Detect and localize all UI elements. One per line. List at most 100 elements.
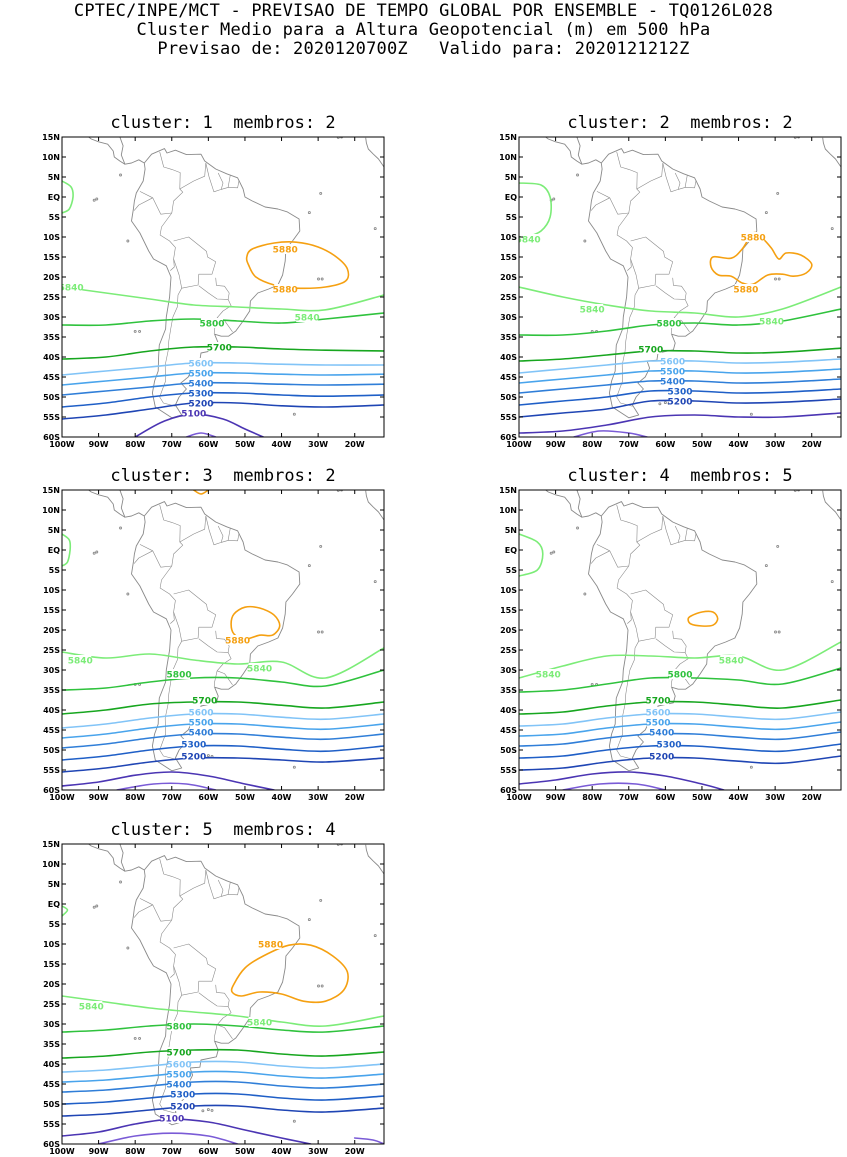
contour-5880-loop [245,241,350,290]
country-border [198,984,230,1007]
country-border [673,299,689,318]
contour-line [62,1118,312,1144]
country-border [678,527,688,543]
contour-label: 5400 [189,379,214,389]
country-border [205,869,224,900]
lat-tick-label: 15S [500,253,517,262]
contour-label-bg [296,312,319,322]
panel-3-title: cluster: 3 membros: 2 [110,466,336,486]
contour-line [519,711,841,727]
contour-label: 5880 [273,245,298,255]
contour-line [62,732,384,749]
lon-tick-label: 50W [235,1147,255,1156]
contour-line [62,1060,384,1073]
contour-label-bg [661,376,684,386]
africa-coast [365,490,384,521]
country-border [133,197,153,211]
contour-line [62,647,384,679]
lat-tick-label: 25S [43,1000,60,1009]
island [749,412,753,416]
contour-5880-loop [230,605,281,640]
country-border [159,288,182,407]
island [776,544,780,548]
lon-tick-label: 60W [198,793,218,802]
contour-label: 5880 [258,940,283,950]
contour-line [62,744,384,761]
central-america-pacific-coast [87,844,126,872]
header-line-1: CPTEC/INPE/MCT - PREVISAO DE TEMPO GLOBA… [73,1,774,21]
lon-tick-label: 50W [235,793,255,802]
lat-tick-label: 50S [43,746,60,755]
contour-label-bg [647,707,670,717]
country-border [133,550,153,564]
contour-line [62,669,384,691]
lat-tick-label: 40S [43,1060,60,1069]
lat-tick-label: 50S [43,393,60,402]
island [317,277,320,281]
lat-tick-label: 5N [48,526,60,535]
contour-label-bg [182,739,205,749]
contour-label: 5400 [167,1080,192,1090]
contour-line [353,1137,384,1144]
map-content: 5880 5880 5840 5840 5840 5800 5700 560055005400… [519,137,841,437]
lat-tick-label: 10S [43,233,60,242]
contour-line [62,1080,384,1093]
country-border [616,151,641,214]
island [576,526,579,530]
island [317,630,320,634]
lat-tick-label: 45S [43,726,60,735]
contour-label: 5500 [189,369,214,379]
lon-tick-label: 70W [162,793,182,802]
lon-tick-label: 80W [582,440,602,449]
country-border [213,670,218,687]
lon-tick-label: 80W [582,793,602,802]
contour-label-bg [650,751,673,761]
island [133,329,137,333]
contour-line [62,722,384,739]
island [797,490,801,492]
lat-tick-label: 5N [48,173,60,182]
lat-tick-label: 50S [500,746,517,755]
contour-label: 5600 [189,708,214,718]
lat-tick-label: 10S [43,940,60,949]
country-border [159,995,182,1114]
contour-label-bg [160,1113,183,1123]
panel-2-title: cluster: 2 membros: 2 [567,113,793,133]
contour-label-bg [734,284,757,294]
contour-line [97,1132,239,1144]
lat-tick-label: 10N [42,153,60,162]
lon-tick-label: 90W [89,1147,109,1156]
lon-tick-label: 100W [506,793,532,802]
panel-5-title: cluster: 5 membros: 4 [110,820,336,840]
lat-tick-label: 60S [43,433,60,442]
island [126,946,130,950]
island [764,211,768,215]
contour-label-bg [168,1047,191,1057]
island [95,197,99,201]
lon-tick-label: 20W [345,1147,365,1156]
contour-label: 5600 [660,357,685,367]
coastline [87,844,384,1126]
lon-tick-label: 50W [692,793,712,802]
contour-label-bg [208,342,231,352]
lat-tick-label: 20S [43,273,60,282]
contour-label-bg [647,695,670,705]
contour-label-bg [190,388,213,398]
map-content: 5880 5880 5840 5840 5800 5700 5600550054005300… [62,137,384,437]
country-border [173,236,216,289]
country-border [630,589,673,642]
lon-tick-label: 30W [308,793,328,802]
lat-tick-label: 15N [42,133,60,142]
header-line-2: Cluster Medio para a Altura Geopotencial… [136,20,711,40]
contour-label-bg [742,232,765,242]
contour-label-bg [182,751,205,761]
country-border [198,630,230,653]
contour-label-bg [259,939,282,949]
lon-tick-label: 50W [692,440,712,449]
lat-tick-label: 5S [49,213,61,222]
island [373,580,377,584]
